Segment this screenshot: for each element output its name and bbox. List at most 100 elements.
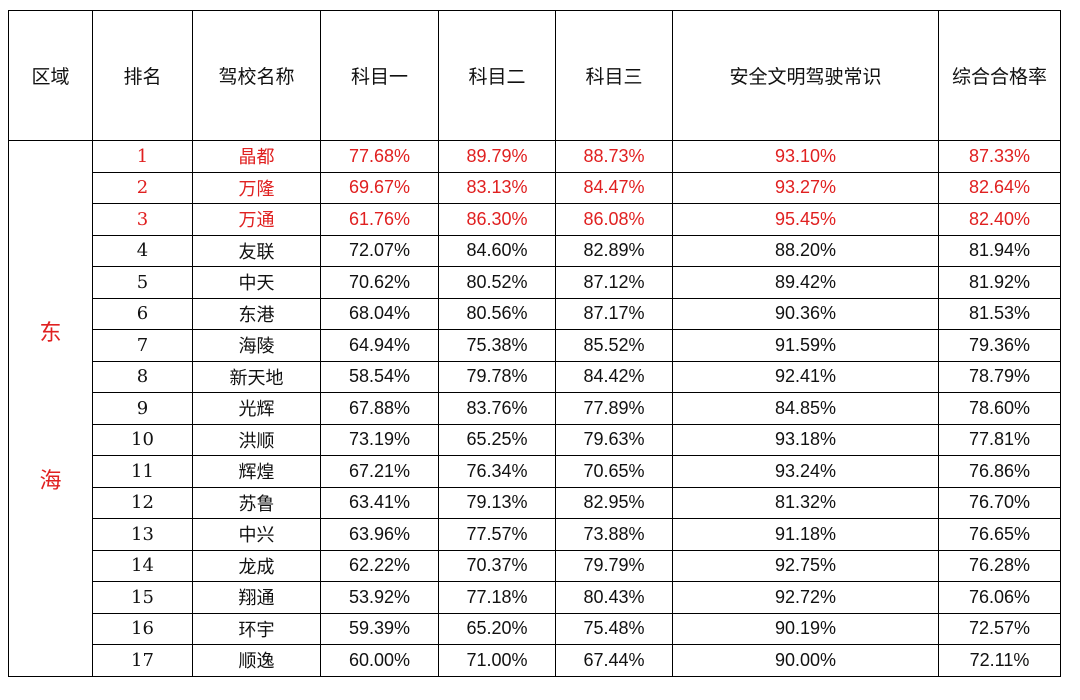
header-subject-2: 科目二: [438, 10, 556, 141]
overall-pass-rate-cell: 76.28%: [938, 549, 1061, 582]
table-row: 11 辉煌 67.21% 76.34% 70.65% 93.24% 76.86%: [9, 455, 1061, 488]
overall-pass-rate-cell: 82.40%: [938, 203, 1061, 236]
overall-pass-rate-cell: 81.94%: [938, 234, 1061, 267]
subject-2-cell: 75.38%: [438, 329, 556, 362]
subject-2-cell: 83.13%: [438, 171, 556, 204]
overall-pass-rate-cell: 78.60%: [938, 392, 1061, 425]
safety-knowledge-cell: 93.18%: [672, 423, 939, 456]
safety-knowledge-cell: 92.75%: [672, 549, 939, 582]
rank-cell: 14: [92, 549, 193, 582]
subject-2-cell: 65.25%: [438, 423, 556, 456]
safety-knowledge-cell: 93.10%: [672, 140, 939, 173]
table-row: 8 新天地 58.54% 79.78% 84.42% 92.41% 78.79%: [9, 360, 1061, 393]
overall-pass-rate-cell: 81.92%: [938, 266, 1061, 299]
rank-cell: 7: [92, 329, 193, 362]
table-row: 6 东港 68.04% 80.56% 87.17% 90.36% 81.53%: [9, 297, 1061, 330]
header-row: 区域 排名 驾校名称 科目一 科目二 科目三 安全文明驾驶常识 综合合格率: [8, 10, 1061, 141]
school-name-cell: 海陵: [192, 329, 321, 362]
school-name-cell: 翔通: [192, 581, 321, 614]
subject-3-cell: 86.08%: [555, 203, 673, 236]
subject-3-cell: 80.43%: [555, 581, 673, 614]
school-name-cell: 万通: [192, 203, 321, 236]
safety-knowledge-cell: 91.18%: [672, 518, 939, 551]
table-row: 5 中天 70.62% 80.52% 87.12% 89.42% 81.92%: [9, 266, 1061, 299]
subject-1-cell: 62.22%: [320, 549, 439, 582]
safety-knowledge-cell: 91.59%: [672, 329, 939, 362]
subject-3-cell: 82.95%: [555, 486, 673, 519]
overall-pass-rate-cell: 87.33%: [938, 140, 1061, 173]
rank-cell: 13: [92, 518, 193, 551]
table-body: 东海 1 晶都 77.68% 89.79% 88.73% 93.10% 87.33% 2 万隆 69…: [8, 140, 1061, 677]
safety-knowledge-cell: 90.19%: [672, 612, 939, 645]
subject-2-cell: 77.57%: [438, 518, 556, 551]
subject-1-cell: 60.00%: [320, 644, 439, 677]
school-name-cell: 晶都: [192, 140, 321, 173]
school-name-cell: 光辉: [192, 392, 321, 425]
header-school-name: 驾校名称: [192, 10, 321, 141]
subject-1-cell: 69.67%: [320, 171, 439, 204]
table-row: 16 环宇 59.39% 65.20% 75.48% 90.19% 72.57%: [9, 612, 1061, 645]
subject-2-cell: 65.20%: [438, 612, 556, 645]
safety-knowledge-cell: 89.42%: [672, 266, 939, 299]
safety-knowledge-cell: 92.72%: [672, 581, 939, 614]
subject-1-cell: 61.76%: [320, 203, 439, 236]
school-name-cell: 万隆: [192, 171, 321, 204]
school-name-cell: 东港: [192, 297, 321, 330]
safety-knowledge-cell: 84.85%: [672, 392, 939, 425]
subject-2-cell: 79.78%: [438, 360, 556, 393]
subject-1-cell: 58.54%: [320, 360, 439, 393]
rank-cell: 2: [92, 171, 193, 204]
subject-2-cell: 71.00%: [438, 644, 556, 677]
table-row: 3 万通 61.76% 86.30% 86.08% 95.45% 82.40%: [9, 203, 1061, 236]
subject-2-cell: 83.76%: [438, 392, 556, 425]
rank-cell: 17: [92, 644, 193, 677]
table-row: 17 顺逸 60.00% 71.00% 67.44% 90.00% 72.11%: [9, 644, 1061, 677]
school-name-cell: 顺逸: [192, 644, 321, 677]
overall-pass-rate-cell: 72.57%: [938, 612, 1061, 645]
rank-cell: 3: [92, 203, 193, 236]
subject-3-cell: 84.42%: [555, 360, 673, 393]
school-name-cell: 环宇: [192, 612, 321, 645]
table-row: 7 海陵 64.94% 75.38% 85.52% 91.59% 79.36%: [9, 329, 1061, 362]
subject-1-cell: 77.68%: [320, 140, 439, 173]
school-name-cell: 中兴: [192, 518, 321, 551]
subject-3-cell: 73.88%: [555, 518, 673, 551]
subject-3-cell: 75.48%: [555, 612, 673, 645]
overall-pass-rate-cell: 76.65%: [938, 518, 1061, 551]
safety-knowledge-cell: 95.45%: [672, 203, 939, 236]
overall-pass-rate-cell: 78.79%: [938, 360, 1061, 393]
subject-2-cell: 84.60%: [438, 234, 556, 267]
region-label: 东海: [10, 321, 92, 493]
header-subject-1: 科目一: [320, 10, 439, 141]
table-row: 4 友联 72.07% 84.60% 82.89% 88.20% 81.94%: [9, 234, 1061, 267]
subject-1-cell: 53.92%: [320, 581, 439, 614]
subject-3-cell: 82.89%: [555, 234, 673, 267]
subject-2-cell: 80.52%: [438, 266, 556, 299]
overall-pass-rate-cell: 81.53%: [938, 297, 1061, 330]
region-char-1: 东: [39, 321, 62, 347]
table-row: 13 中兴 63.96% 77.57% 73.88% 91.18% 76.65%: [9, 518, 1061, 551]
subject-1-cell: 73.19%: [320, 423, 439, 456]
rank-cell: 10: [92, 423, 193, 456]
table-header: 区域 排名 驾校名称 科目一 科目二 科目三 安全文明驾驶常识 综合合格率: [8, 10, 1061, 141]
school-name-cell: 龙成: [192, 549, 321, 582]
subject-1-cell: 67.21%: [320, 455, 439, 488]
header-rank: 排名: [92, 10, 193, 141]
table-row: 12 苏鲁 63.41% 79.13% 82.95% 81.32% 76.70%: [9, 486, 1061, 519]
safety-knowledge-cell: 90.36%: [672, 297, 939, 330]
overall-pass-rate-cell: 72.11%: [938, 644, 1061, 677]
subject-3-cell: 77.89%: [555, 392, 673, 425]
rank-cell: 5: [92, 266, 193, 299]
subject-1-cell: 63.41%: [320, 486, 439, 519]
subject-1-cell: 59.39%: [320, 612, 439, 645]
subject-1-cell: 64.94%: [320, 329, 439, 362]
rank-cell: 1: [92, 140, 193, 173]
table-row: 2 万隆 69.67% 83.13% 84.47% 93.27% 82.64%: [9, 171, 1061, 204]
school-name-cell: 洪顺: [192, 423, 321, 456]
safety-knowledge-cell: 93.24%: [672, 455, 939, 488]
subject-2-cell: 86.30%: [438, 203, 556, 236]
subject-2-cell: 80.56%: [438, 297, 556, 330]
overall-pass-rate-cell: 79.36%: [938, 329, 1061, 362]
rank-cell: 12: [92, 486, 193, 519]
overall-pass-rate-cell: 82.64%: [938, 171, 1061, 204]
